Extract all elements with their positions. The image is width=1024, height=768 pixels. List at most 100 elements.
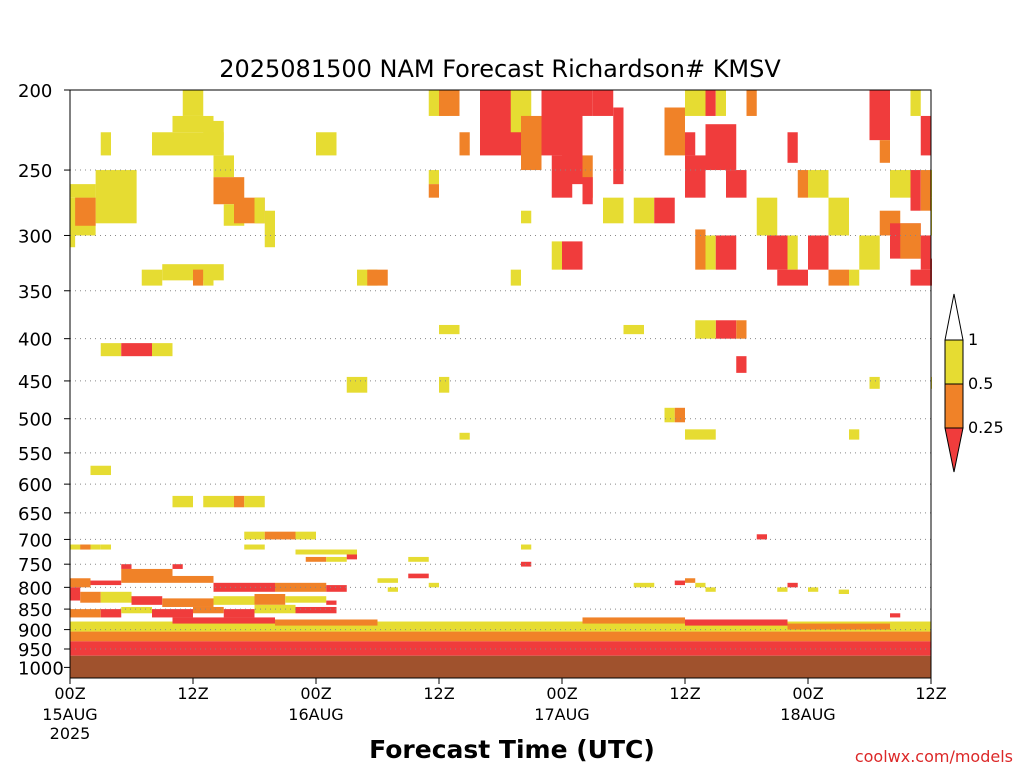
heatmap-cell (295, 531, 316, 540)
heatmap-cell (162, 598, 214, 607)
heatmap-cell (70, 621, 931, 632)
heatmap-cell (623, 324, 644, 335)
x-tick-label: 12Z (177, 684, 208, 703)
heatmap-cell (736, 320, 747, 339)
heatmap-cell (695, 582, 706, 588)
heatmap-cell (685, 155, 706, 198)
heatmap-cell (715, 235, 737, 270)
heatmap-cell (193, 269, 204, 286)
heatmap-cell (70, 631, 931, 642)
heatmap-cell (305, 556, 327, 562)
heatmap-cell (70, 641, 931, 649)
heatmap-cell (326, 600, 337, 605)
heatmap-cell (685, 619, 788, 626)
colorbar-swatch (944, 339, 964, 385)
heatmap-cell (80, 591, 101, 603)
heatmap-cell (582, 617, 685, 624)
y-tick-label: 250 (18, 161, 52, 182)
heatmap-cell (756, 197, 778, 236)
heatmap-cell (654, 197, 675, 224)
heatmap-cell (90, 465, 111, 476)
heatmap-cell (890, 170, 911, 198)
heatmap-cell (80, 544, 91, 550)
heatmap-cell (172, 564, 183, 569)
heatmap-cell (121, 564, 132, 569)
heatmap-cell (910, 170, 921, 211)
x-tick-date: 17AUG (534, 705, 589, 724)
heatmap-cell (674, 580, 685, 586)
heatmap-cell (244, 495, 265, 508)
heatmap-cell (551, 241, 562, 270)
heatmap-cell (95, 170, 137, 224)
heatmap-cell (295, 606, 337, 614)
heatmap-cell (70, 609, 101, 618)
y-tick-label: 450 (18, 372, 52, 393)
heatmap-cell (797, 170, 808, 198)
heatmap-cell (910, 90, 921, 116)
heatmap-cell (90, 580, 122, 586)
heatmap-cell (777, 587, 788, 592)
heatmap-cell (100, 544, 111, 550)
heatmap-cell (715, 90, 726, 116)
heatmap-cell (70, 578, 91, 588)
x-tick-label: 00Z (54, 684, 85, 703)
colorbar-upper-arrow (944, 293, 964, 341)
y-tick-label: 300 (18, 226, 52, 247)
heatmap-cell (172, 575, 214, 583)
heatmap-cell (664, 107, 685, 156)
heatmap-cell (285, 596, 327, 603)
heatmap-cell (920, 115, 931, 156)
heatmap-cell (695, 229, 706, 270)
heatmap-cell (131, 596, 163, 605)
x-tick-year: 2025 (50, 724, 91, 743)
heatmap-cell (264, 210, 275, 248)
heatmap-cell (428, 184, 439, 198)
heatmap-cell (849, 429, 860, 440)
heatmap-cell (685, 578, 696, 583)
heatmap-cell (234, 495, 245, 508)
heatmap-cell (633, 197, 655, 224)
y-tick-label: 500 (18, 410, 52, 431)
ground-area (70, 655, 931, 678)
heatmap-cell (664, 407, 675, 423)
heatmap-cell (900, 223, 921, 259)
heatmap-cell (685, 429, 716, 440)
heatmap-cell (695, 320, 716, 339)
heatmap-cell (603, 197, 624, 224)
heatmap-cell (726, 170, 747, 198)
y-tick-label: 900 (18, 621, 52, 642)
heatmap-cell (408, 556, 429, 562)
heatmap-cell (685, 90, 706, 116)
heatmap-cell (100, 132, 111, 156)
heatmap-cell (859, 235, 880, 270)
heatmap-cell (316, 132, 337, 156)
y-tick-label: 600 (18, 475, 52, 496)
heatmap-cell (193, 606, 224, 614)
heatmap-cell (920, 235, 931, 270)
y-tick-label: 550 (18, 444, 52, 465)
heatmap-cell (141, 269, 163, 286)
y-tick-label: 400 (18, 330, 52, 351)
y-tick-label: 850 (18, 600, 52, 621)
x-tick-date: 16AUG (288, 705, 343, 724)
heatmap-cell (264, 531, 296, 540)
heatmap-cell (70, 587, 81, 601)
heatmap-cell (633, 582, 655, 588)
heatmap-cell (705, 235, 716, 270)
heatmap-cell (910, 269, 931, 286)
x-tick-date: 18AUG (780, 705, 835, 724)
heatmap-cell (172, 495, 193, 508)
heatmap-cell (213, 582, 275, 592)
heatmap-cell (152, 609, 193, 618)
heatmap-cell (521, 544, 532, 550)
x-tick-label: 00Z (792, 684, 823, 703)
y-tick-label: 350 (18, 282, 52, 303)
heatmap-cell (346, 376, 368, 393)
heatmap-cell (152, 343, 173, 357)
heatmap-cell (439, 376, 450, 393)
heatmap-cell (521, 115, 542, 171)
heatmap-cell (182, 90, 204, 116)
heatmap-cell (254, 197, 265, 224)
